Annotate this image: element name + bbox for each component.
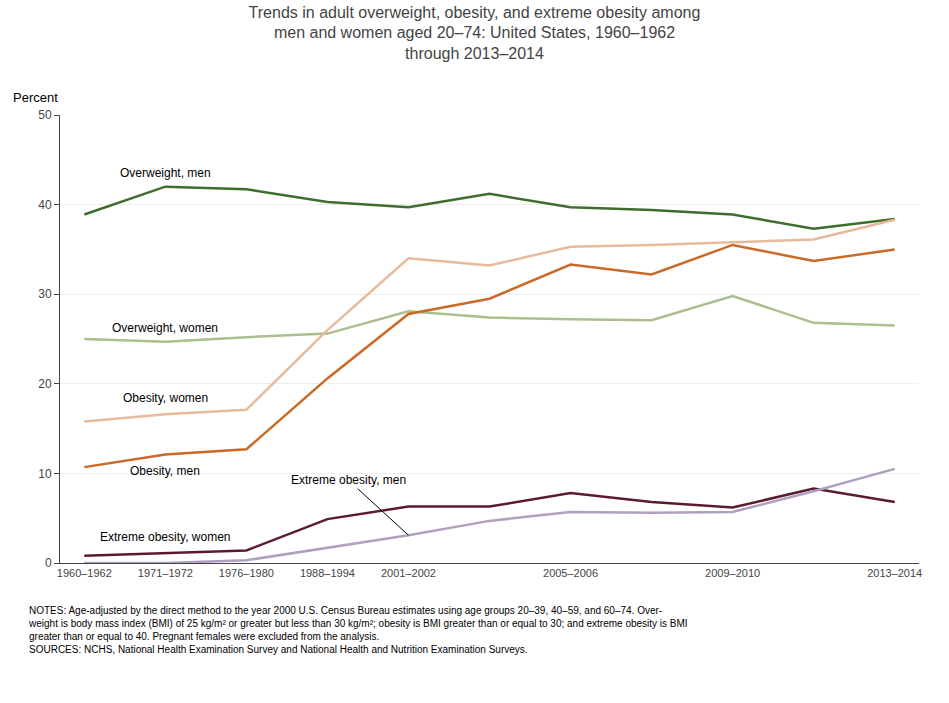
- svg-text:Extreme obesity, women: Extreme obesity, women: [100, 530, 231, 544]
- svg-text:1976–1980: 1976–1980: [219, 567, 274, 579]
- svg-text:1960–1962: 1960–1962: [57, 567, 112, 579]
- svg-text:1971–1972: 1971–1972: [138, 567, 193, 579]
- svg-text:Percent: Percent: [13, 90, 58, 105]
- svg-text:NOTES: Age-adjusted by the dir: NOTES: Age-adjusted by the direct method…: [28, 605, 688, 655]
- svg-text:30: 30: [38, 287, 52, 301]
- svg-text:2009–2010: 2009–2010: [705, 567, 760, 579]
- svg-text:0: 0: [45, 556, 52, 570]
- svg-text:Trends in adult overweight, ob: Trends in adult overweight, obesity, and…: [249, 4, 701, 63]
- svg-text:Overweight, men: Overweight, men: [120, 166, 211, 180]
- svg-text:Obesity, women: Obesity, women: [123, 391, 208, 405]
- svg-text:Overweight, women: Overweight, women: [112, 321, 218, 335]
- svg-text:50: 50: [38, 108, 52, 122]
- svg-text:40: 40: [38, 198, 52, 212]
- svg-text:2001–2002: 2001–2002: [381, 567, 436, 579]
- svg-text:1988–1994: 1988–1994: [300, 567, 355, 579]
- svg-text:20: 20: [38, 377, 52, 391]
- svg-text:10: 10: [38, 467, 52, 481]
- svg-text:2005–2006: 2005–2006: [543, 567, 598, 579]
- svg-text:Obesity, men: Obesity, men: [130, 464, 200, 478]
- svg-text:2013–2014: 2013–2014: [867, 567, 922, 579]
- svg-text:Extreme obesity, men: Extreme obesity, men: [291, 473, 406, 487]
